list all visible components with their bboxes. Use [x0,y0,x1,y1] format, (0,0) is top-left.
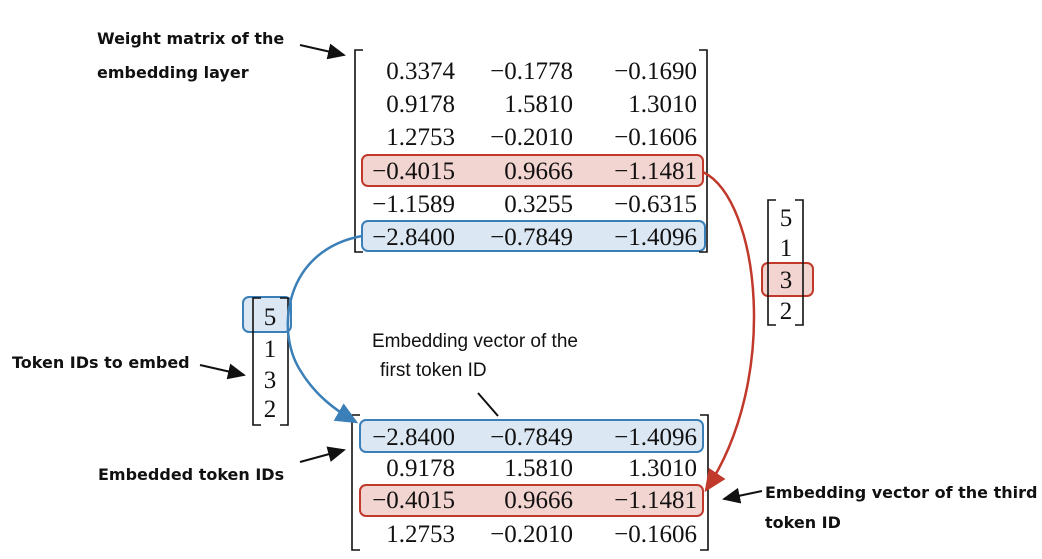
arrow-red [702,170,756,493]
highlight-red [761,262,814,297]
matrix-cell: −1.4096 [614,224,697,251]
matrix-cell: −0.1690 [614,58,697,85]
token-id: 1 [780,235,793,262]
matrix-cell: 1.2753 [386,521,455,548]
matrix-cell: 0.3374 [386,58,455,85]
annotation: first token ID [380,360,487,381]
token-id: 1 [264,336,277,363]
matrix-cell: 1.5810 [504,455,573,482]
matrix-cell: 0.9666 [504,158,573,185]
bracket [252,297,289,426]
matrix-cell: 1.3010 [628,91,697,118]
matrix-cell: 0.3255 [504,191,573,218]
matrix-cell: 1.5810 [504,91,573,118]
token-id: 2 [264,396,277,423]
arrow-blue [286,234,363,424]
highlight-blue [359,419,704,453]
label: Embedding vector of the third [765,483,1037,502]
matrix-cell: 0.9178 [386,91,455,118]
matrix-cell: −0.4015 [372,487,455,514]
matrix-cell: −0.6315 [614,191,697,218]
arrow [722,487,763,504]
token-id: 3 [780,267,793,294]
highlight-red [361,154,704,187]
matrix-cell: 0.9178 [386,455,455,482]
matrix-cell: −0.1778 [490,58,573,85]
matrix-cell: 1.3010 [628,455,697,482]
label: Weight matrix of the [97,29,284,48]
highlight-blue [242,296,292,333]
pointer-line [477,392,499,417]
matrix-cell: −0.2010 [490,124,573,151]
matrix-cell: −0.1606 [614,124,697,151]
label: Token IDs to embed [12,353,190,372]
token-id: 3 [264,367,277,394]
arrow [299,43,346,60]
arrow [299,446,346,463]
arrow [199,363,246,380]
matrix-cell: −0.1606 [614,521,697,548]
matrix-cell: −0.2010 [490,521,573,548]
matrix-cell: −0.4015 [372,158,455,185]
bracket [767,199,804,326]
annotation: Embedding vector of the [372,331,578,352]
matrix-cell: −1.1481 [614,487,697,514]
bracket [354,49,708,253]
matrix-cell: −1.4096 [614,424,697,451]
matrix-cell: −2.8400 [372,424,455,451]
matrix-cell: −0.7849 [490,424,573,451]
matrix-cell: −1.1589 [372,191,455,218]
token-id: 2 [780,298,793,325]
matrix-cell: 0.9666 [504,487,573,514]
label: embedding layer [97,63,249,82]
matrix-cell: −2.8400 [372,224,455,251]
matrix-cell: 1.2753 [386,124,455,151]
token-id: 5 [264,304,277,331]
matrix-cell: −1.1481 [614,158,697,185]
token-id: 5 [780,205,793,232]
highlight-red [359,484,704,517]
label: token ID [765,513,841,532]
label: Embedded token IDs [98,465,284,484]
matrix-cell: −0.7849 [490,224,573,251]
